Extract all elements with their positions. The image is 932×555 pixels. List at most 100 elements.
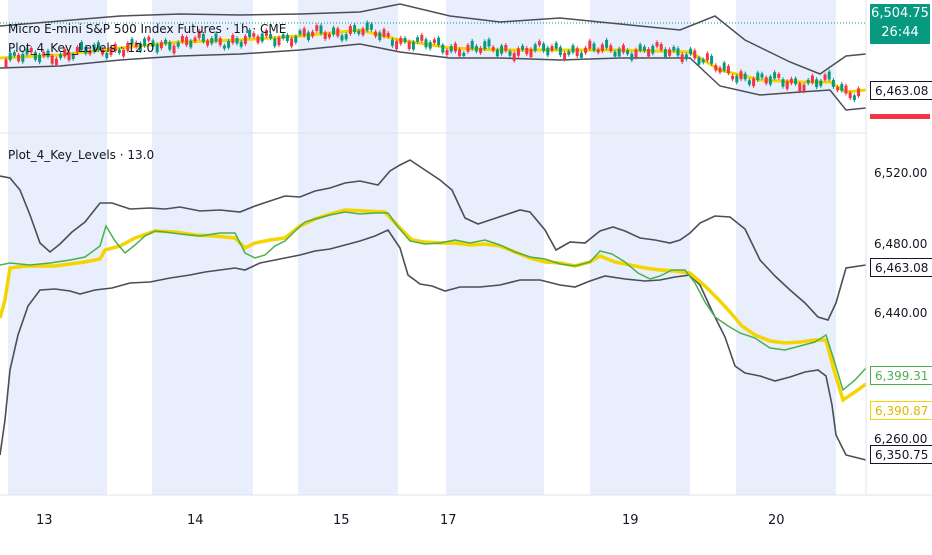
candle-body	[848, 92, 852, 99]
candle-body	[781, 79, 785, 87]
candle-body	[714, 65, 718, 71]
candle-body	[298, 30, 302, 35]
date-tick: 17	[440, 513, 457, 528]
candle-body	[584, 47, 588, 53]
symbol-title[interactable]: Micro E-mini S&P 500 Index Futures · 1h …	[8, 22, 287, 36]
candle-body	[533, 44, 537, 51]
candle-body	[126, 42, 130, 51]
candle-body	[113, 44, 117, 52]
candle-body	[693, 50, 697, 59]
candle-body	[239, 41, 243, 47]
candle-body	[680, 54, 684, 63]
candle-body	[445, 50, 449, 55]
candle-body	[516, 48, 520, 56]
candle-body	[256, 36, 260, 43]
candle-body	[794, 78, 798, 85]
candle-body	[138, 43, 142, 51]
candle-body	[857, 88, 861, 97]
candle-body	[441, 44, 445, 53]
candle-body	[336, 28, 340, 37]
candle-body	[810, 75, 814, 83]
candle-body	[521, 45, 525, 50]
candle-body	[575, 48, 579, 57]
candle-body	[764, 77, 768, 84]
session-shade	[8, 0, 107, 495]
candle-body	[50, 55, 54, 64]
candle-body	[101, 49, 105, 55]
candle-body	[437, 37, 441, 45]
indicator-legend-top[interactable]: Plot_4_Key_Levels · 12.0	[8, 41, 155, 55]
candle-body	[558, 47, 562, 56]
candle-body	[768, 76, 772, 85]
candle-body	[21, 53, 25, 62]
candle-body	[458, 49, 462, 57]
indicator-legend-main[interactable]: Plot_4_Key_Levels · 13.0	[8, 148, 155, 162]
candle-body	[806, 79, 810, 84]
candle-body	[185, 37, 189, 46]
candle-body	[512, 53, 516, 61]
date-tick: 14	[187, 513, 204, 528]
candle-body	[273, 38, 277, 47]
candle-body	[12, 52, 16, 56]
candle-body	[117, 49, 121, 54]
candle-body	[525, 48, 529, 55]
candle-body	[815, 79, 819, 88]
candle-body	[567, 51, 571, 55]
date-tick: 15	[333, 513, 350, 528]
candle-body	[67, 52, 71, 61]
candle-body	[634, 49, 638, 58]
candle-body	[189, 40, 193, 48]
candle-body	[327, 34, 331, 38]
candle-body	[168, 42, 172, 50]
candle-body	[735, 75, 739, 83]
candle-body	[214, 33, 218, 42]
candle-body	[80, 42, 84, 50]
candle-body	[252, 33, 256, 37]
candle-body	[29, 47, 33, 53]
candle-body	[647, 48, 651, 57]
candle-body	[626, 50, 630, 55]
candle-body	[210, 38, 214, 44]
candle-body	[554, 42, 558, 49]
candle-body	[38, 54, 42, 63]
candle-body	[689, 48, 693, 55]
upper-band-line	[0, 159, 867, 321]
candle-body	[701, 59, 705, 63]
candle-body	[542, 43, 546, 51]
candle-body	[147, 36, 151, 41]
candle-body	[17, 54, 21, 62]
candle-body	[344, 34, 348, 40]
candle-body	[844, 85, 848, 94]
candle-body	[92, 44, 96, 52]
candle-body	[831, 79, 835, 87]
candle-body	[718, 67, 722, 73]
candle-body	[369, 24, 373, 30]
candle-body	[59, 54, 63, 58]
candle-body	[697, 57, 701, 65]
candle-body	[638, 44, 642, 51]
candle-body	[550, 46, 554, 51]
candle-body	[416, 37, 420, 42]
candle-body	[819, 80, 823, 86]
candle-body	[491, 47, 495, 51]
candle-body	[500, 45, 504, 54]
candle-body	[722, 62, 726, 71]
session-shade	[446, 0, 544, 495]
price-tick: 6,520.00	[874, 166, 928, 180]
candle-body	[71, 54, 75, 59]
candle-body	[823, 74, 827, 80]
candle-body	[231, 35, 235, 43]
candle-body	[143, 38, 147, 46]
candle-body	[747, 80, 751, 85]
candle-body	[752, 78, 756, 87]
candle-body	[789, 78, 793, 84]
candle-body	[676, 48, 680, 56]
candle-body	[390, 39, 394, 46]
lower-band-line	[0, 228, 867, 461]
candle-body	[260, 33, 264, 42]
candle-body	[668, 49, 672, 56]
candle-body	[46, 50, 50, 57]
candle-body	[4, 59, 8, 68]
